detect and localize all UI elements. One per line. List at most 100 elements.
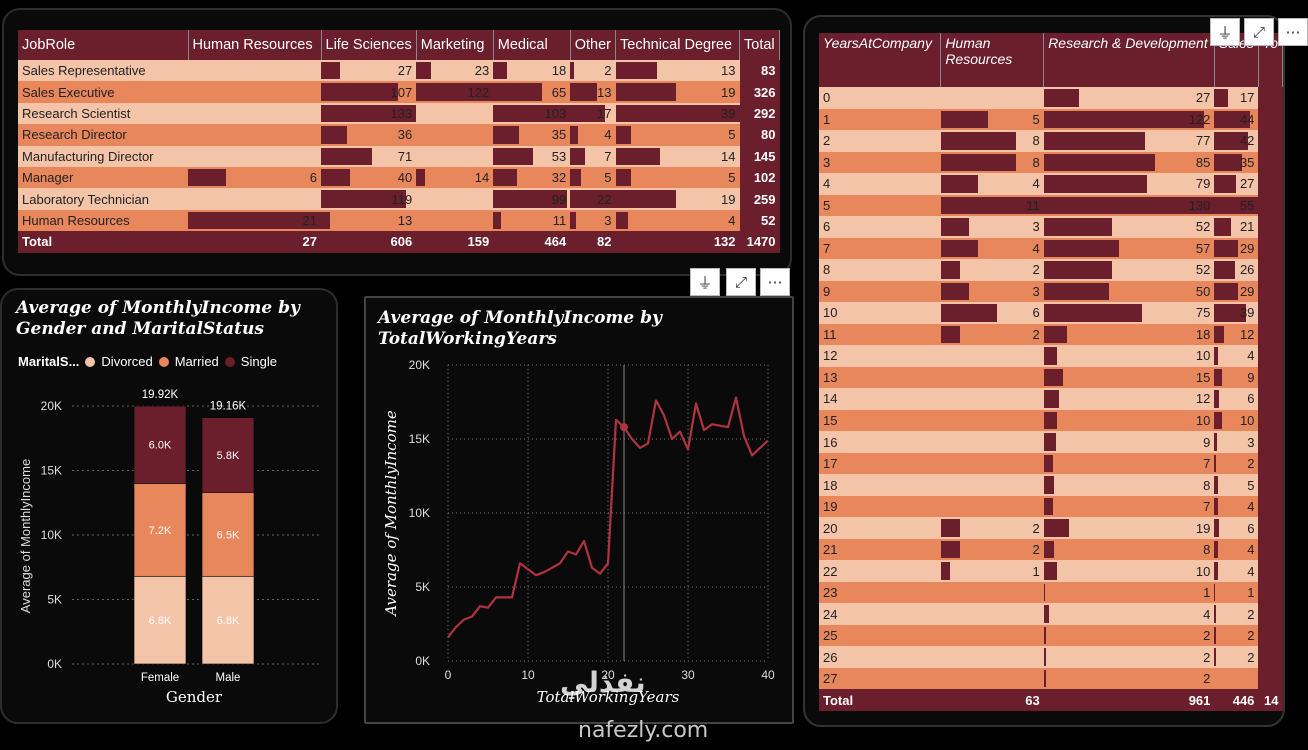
row-label[interactable]: Manufacturing Director [18,145,188,167]
row-label[interactable]: Research Director [18,124,188,146]
filter-icon[interactable]: ⏚ [690,268,720,296]
row-label[interactable]: 10 [819,302,941,324]
line-plot: 0K 5K 10K 15K 20K 0 10 20 30 40 TotalWorkingYears A… [382,358,775,706]
table-cell [1258,538,1283,561]
row-label[interactable]: Sales Representative [18,60,188,82]
column-header[interactable]: YearsAtCompany [819,33,942,87]
table-cell: 13 [570,81,616,103]
data-bar [1214,648,1216,666]
column-header[interactable]: Medical [493,30,571,60]
row-label[interactable]: 21 [819,538,941,561]
row-label[interactable]: 17 [819,452,941,475]
table-cell [1258,345,1283,367]
row-label[interactable]: 11 [819,323,941,346]
row-label[interactable]: 1 [819,108,941,131]
data-bar [1214,325,1224,344]
row-label[interactable]: 24 [819,603,941,625]
data-bar [1043,433,1056,451]
column-header[interactable]: Other [570,30,617,60]
data-bar [1043,282,1110,301]
y-tick-label: 5K [47,593,62,607]
column-header[interactable]: Human Resources [188,30,322,60]
table-cell: 19 [615,81,740,103]
row-label[interactable]: 5 [819,194,941,217]
table-row: 11 2 18 12 [819,323,1283,346]
cell-value: 6 [309,170,317,186]
row-label[interactable]: Laboratory Technician [18,188,188,210]
data-bar [940,325,960,344]
table-cell [416,145,494,167]
row-label[interactable]: 18 [819,474,941,496]
cell-value: 8 [1203,477,1211,493]
cell-value: 17 [597,105,612,121]
column-header[interactable]: Research & Development [1043,33,1215,87]
row-label[interactable]: 14 [819,388,941,410]
column-header[interactable]: Life Sciences [321,30,417,60]
cell-value: 27 [1195,90,1211,106]
data-bar [1043,497,1053,516]
table-cell: 5 [615,166,740,189]
row-label[interactable]: Research Scientist [18,102,188,125]
bar-segment [133,575,187,665]
table-row: 0 27 17 [819,87,1283,109]
column-header[interactable]: Total [739,30,781,60]
focus-mode-icon[interactable]: ⤢ [1244,18,1274,46]
table-cell: 102 [739,166,780,189]
x-tick-label: 30 [681,668,695,682]
row-label[interactable]: 20 [819,517,941,539]
y-tick-label: 10K [409,506,430,520]
row-label[interactable]: 6 [819,216,941,238]
total-cell: 606 [321,231,417,253]
filter-icon[interactable]: ⏚ [1210,18,1240,46]
table-cell: 1 [1214,581,1259,604]
row-label[interactable]: 23 [819,581,941,604]
cell-value: 7 [1203,456,1211,472]
row-label[interactable]: 26 [819,646,941,668]
data-bar [188,168,226,187]
row-label[interactable]: 2 [819,130,941,152]
table-cell [1258,259,1283,281]
row-label[interactable]: 7 [819,237,941,260]
focus-mode-icon[interactable]: ⤢ [726,268,756,296]
row-label[interactable]: Human Resources [18,209,188,232]
row-label[interactable]: Manager [18,166,188,189]
table-cell [1258,216,1283,238]
row-label[interactable]: 13 [819,366,941,389]
table-cell: 11 [493,209,571,232]
data-bar [1214,605,1216,623]
row-label[interactable]: 27 [819,667,941,690]
row-label[interactable]: 12 [819,345,941,367]
table-cell: 122 [416,81,494,103]
data-bar [1214,89,1228,107]
row-label[interactable]: 4 [819,173,941,195]
row-label[interactable]: 0 [819,87,941,109]
total-label: 19.16K [210,401,247,413]
row-label[interactable]: Sales Executive [18,81,188,103]
more-options-icon[interactable]: ⋯ [760,268,790,296]
data-bar [1043,519,1069,537]
table-cell: 17 [1214,87,1259,109]
table-cell: 29 [1214,237,1259,260]
table-cell: 2 [1214,452,1259,475]
data-bar [493,83,542,101]
column-header[interactable]: Technical Degree [615,30,741,60]
table-cell: 18 [1043,323,1215,346]
row-label[interactable]: 16 [819,431,941,453]
row-label[interactable]: 22 [819,560,941,582]
x-tick-label: 0 [445,668,452,682]
column-header[interactable]: JobRole [18,30,189,60]
row-label[interactable]: 25 [819,624,941,647]
row-label[interactable]: 8 [819,259,941,281]
row-label[interactable]: 3 [819,151,941,174]
table-cell: 2 [940,323,1044,346]
data-bar [1214,282,1238,301]
row-label[interactable]: 15 [819,409,941,432]
column-header[interactable]: Human Resources [940,33,1045,87]
row-label[interactable]: 19 [819,495,941,518]
table-cell: 8 [940,151,1044,174]
more-options-icon[interactable]: ⋯ [1278,18,1308,46]
row-label[interactable]: 9 [819,280,941,303]
column-header[interactable]: Marketing [416,30,494,60]
table-cell [188,60,321,82]
table-row: Research Scientist 133 103 17 39 292 [18,102,780,125]
